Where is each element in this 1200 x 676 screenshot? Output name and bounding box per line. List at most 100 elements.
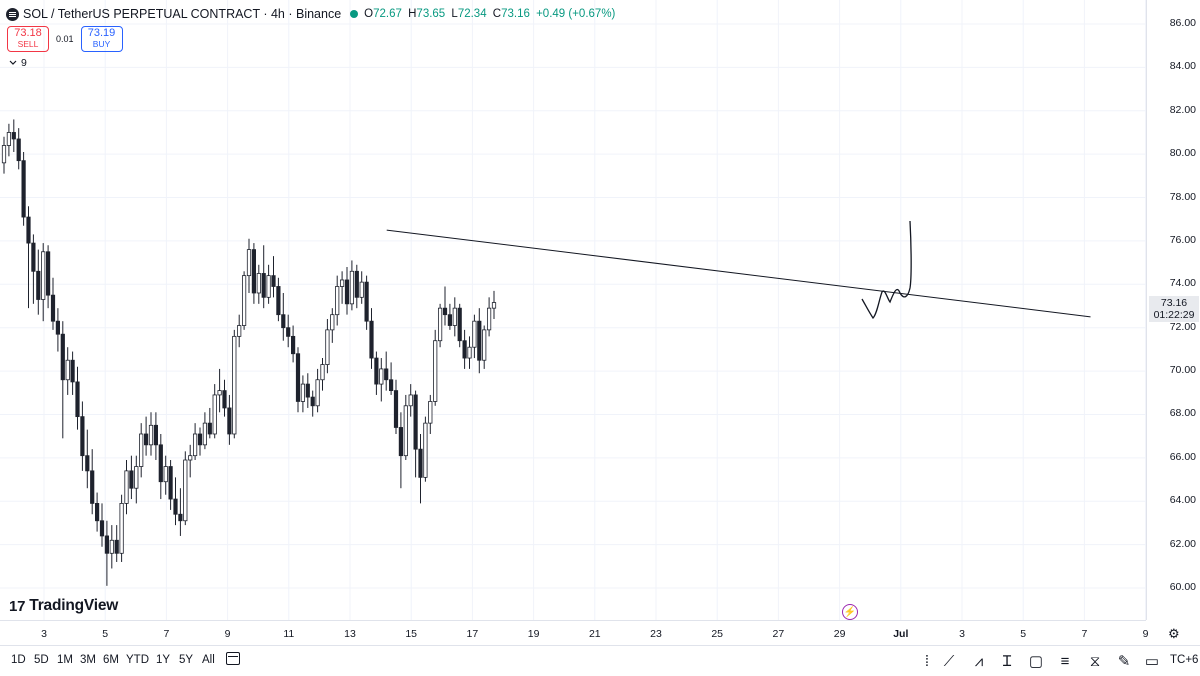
price-tick: 60.00: [1169, 581, 1196, 593]
candle: [413, 390, 418, 478]
candle: [16, 128, 21, 170]
buy-label: BUY: [92, 39, 111, 49]
buy-button[interactable]: 73.19 BUY: [80, 26, 123, 52]
range-button-ytd[interactable]: YTD: [126, 654, 149, 666]
price-tick: 78.00: [1169, 190, 1196, 203]
candle: [41, 243, 46, 322]
candle: [374, 351, 379, 395]
candle: [482, 325, 487, 369]
candle: [423, 416, 428, 482]
range-button-5y[interactable]: 5Y: [179, 654, 194, 666]
candle: [217, 368, 222, 413]
tradingview-logo-icon: 17: [9, 597, 26, 615]
candle: [65, 347, 70, 395]
symbol-title[interactable]: SOL / TetherUS PERPETUAL CONTRACT · 4h ·…: [23, 7, 342, 21]
candle: [95, 492, 100, 532]
fib-tool-icon[interactable]: ≡: [1060, 652, 1070, 670]
time-tick: 25: [711, 628, 724, 640]
candle: [393, 379, 399, 434]
candle: [408, 384, 413, 417]
ruler-tool-icon[interactable]: ⧖: [1089, 652, 1101, 670]
price-tick: 86.00: [1169, 17, 1196, 29]
candle: [222, 379, 227, 417]
candle: [104, 520, 109, 586]
candle: [50, 277, 56, 330]
range-button-1d[interactable]: 1D: [11, 654, 26, 666]
candle: [276, 277, 281, 322]
price-tick: 70.00: [1169, 364, 1196, 377]
time-axis[interactable]: 3 5 7 9 11 13 15 17 19 21 23 25 27 29 Jul 3 5 7 9: [0, 620, 1149, 646]
shapes-tool-icon[interactable]: ▭: [1144, 653, 1160, 670]
candle: [305, 373, 310, 408]
time-tick: 19: [527, 628, 540, 640]
chart-pane[interactable]: SOL / TetherUS PERPETUAL CONTRACT · 4h ·…: [0, 0, 1146, 620]
candle: [148, 412, 154, 456]
projection-drawing[interactable]: [861, 220, 912, 320]
time-tick: Jul: [893, 628, 909, 640]
tradingview-brand[interactable]: 17 TradingView: [9, 597, 118, 615]
range-button-3m[interactable]: 3M: [80, 654, 96, 666]
range-button-all[interactable]: All: [202, 654, 215, 666]
candle: [384, 351, 389, 391]
timezone-label[interactable]: TC+6: [1170, 654, 1199, 666]
sell-button[interactable]: 73.18 SELL: [7, 26, 49, 52]
candle: [359, 271, 364, 304]
price-tick: 72.00: [1169, 320, 1196, 333]
settings-gear-icon[interactable]: ⚙: [1168, 626, 1180, 641]
candle: [398, 412, 404, 489]
rectangle-tool-icon[interactable]: ▢: [1028, 653, 1044, 670]
spread-value: 0.01: [56, 34, 74, 44]
candle: [188, 444, 193, 478]
candle: [11, 119, 16, 152]
calendar-icon[interactable]: [226, 652, 240, 665]
candle: [472, 314, 477, 359]
candle: [55, 308, 61, 352]
trendline-tool-icon[interactable]: ⟋: [943, 652, 955, 670]
candle: [143, 416, 149, 456]
range-button-6m[interactable]: 6M: [103, 654, 119, 666]
candle: [207, 407, 212, 439]
time-tick: 29: [833, 628, 846, 640]
candle: [163, 455, 168, 495]
time-tick: 3: [959, 628, 965, 640]
open-value: 72.67: [373, 8, 402, 20]
price-tick: 74.00: [1169, 277, 1196, 290]
brush-tool-icon[interactable]: ✎: [1117, 653, 1131, 670]
price-axis[interactable]: 86.00 84.00 82.00 80.00 78.00 76.00 74.00 72.00…: [1146, 0, 1200, 620]
candle: [227, 394, 232, 445]
time-tick: 3: [41, 628, 47, 640]
candle: [325, 319, 330, 374]
candle: [266, 264, 271, 304]
candle: [295, 347, 301, 413]
candle: [237, 314, 242, 348]
candle: [256, 264, 261, 304]
bar-countdown: 01:22:29: [1153, 308, 1195, 321]
candle: [452, 297, 457, 337]
indicators-toggle[interactable]: 9: [9, 57, 27, 69]
candle: [31, 234, 36, 304]
range-button-1m[interactable]: 1M: [57, 654, 73, 666]
range-button-5d[interactable]: 5D: [34, 654, 49, 666]
high-value: 73.65: [416, 8, 446, 20]
candle: [315, 368, 320, 413]
low-value: 72.34: [457, 8, 487, 20]
drag-handle-icon[interactable]: ⁞: [924, 652, 930, 670]
trendline-drawing[interactable]: [386, 229, 1091, 318]
candlestick-chart[interactable]: [0, 0, 1146, 620]
candle: [246, 238, 252, 293]
text-cursor-icon[interactable]: Ɪ: [1002, 653, 1012, 670]
range-button-1y[interactable]: 1Y: [156, 654, 171, 666]
candle: [281, 292, 286, 341]
candle: [251, 243, 256, 304]
candle: [75, 366, 80, 430]
buy-price: 73.19: [87, 27, 116, 39]
symbol-logo-icon[interactable]: [6, 7, 19, 21]
lightning-icon[interactable]: ⚡: [842, 604, 858, 620]
candle: [212, 384, 217, 439]
market-status-icon[interactable]: [350, 10, 359, 18]
time-tick: 23: [650, 628, 662, 640]
ohlc-values: O72.67 H73.65 L72.34 C73.16 +0.49 (+0.67…: [364, 8, 616, 20]
path-tool-icon[interactable]: ⩘: [974, 652, 984, 670]
candle: [46, 245, 51, 309]
candle: [85, 429, 90, 489]
